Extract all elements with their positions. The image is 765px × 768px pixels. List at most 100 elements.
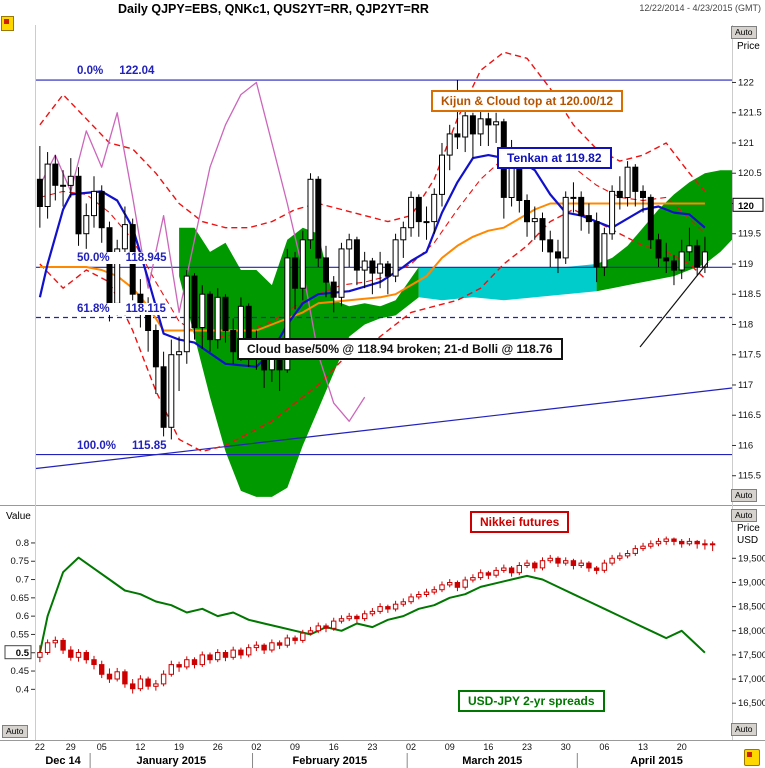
nikkei-candle-body — [400, 601, 407, 605]
price-candle-body — [183, 275, 190, 353]
fib-label-61-8: 61.8% 118.115 — [75, 302, 168, 315]
price-candle-body — [570, 196, 577, 199]
auto-scale-button-top[interactable]: Auto — [731, 26, 757, 39]
price-candle-body — [485, 118, 492, 126]
price-candle-body — [454, 133, 461, 138]
nikkei-candle-body — [508, 567, 515, 574]
nikkei-candle-body — [679, 540, 685, 545]
app-shortcut-icon-dot — [747, 752, 752, 757]
spreads-line — [38, 556, 706, 654]
auto-scale-button-top-bottom[interactable]: Auto — [731, 489, 757, 502]
fib-pct: 0.0% — [77, 65, 104, 78]
pin-icon[interactable] — [1, 16, 14, 31]
price-candle-body — [462, 115, 469, 138]
price-tick-label: 121.5 — [738, 108, 762, 119]
value-tick-label: 0.45 — [11, 666, 30, 677]
overlay-line — [39, 81, 366, 422]
price-candle-body — [446, 133, 453, 156]
usd-price-tick-label: 18,500 — [738, 602, 765, 613]
price-candle-body — [655, 239, 662, 259]
auto-scale-button-value[interactable]: Auto — [2, 725, 28, 738]
nikkei-candle-body — [253, 644, 260, 649]
price-candle-body — [207, 293, 213, 341]
nikkei-candle-body — [230, 649, 236, 658]
annotation-tenkan[interactable]: Tenkan at 119.82 — [497, 147, 612, 169]
price-candle-body — [493, 121, 500, 126]
usd-price-tick-label: 17,500 — [738, 650, 765, 661]
price-candle-body — [663, 257, 670, 262]
price-candle-body — [640, 190, 646, 198]
nikkei-candle-body — [702, 543, 708, 546]
nikkei-candle-body — [555, 557, 561, 564]
nikkei-candle-body — [315, 625, 322, 632]
nikkei-candle-body — [83, 652, 89, 661]
price-candle-body — [152, 330, 159, 368]
nikkei-candle-body — [269, 642, 275, 651]
price-candle-body — [168, 354, 175, 428]
nikkei-candle-body — [532, 562, 538, 569]
nikkei-candle-body — [470, 577, 476, 581]
price-candle-body — [91, 190, 97, 217]
nikkei-candle-body — [593, 567, 600, 571]
app-shortcut-icon[interactable] — [744, 749, 760, 766]
price-candle-body — [555, 251, 561, 259]
nikkei-candle-body — [477, 572, 484, 579]
label-usdjpy-spreads[interactable]: USD-JPY 2-yr spreads — [458, 690, 605, 712]
price-candle-body — [199, 293, 206, 329]
price-candle-body — [686, 245, 693, 253]
fib-pct: 61.8% — [77, 302, 110, 315]
month-label: March 2015 — [462, 755, 522, 767]
fib-label-100: 100.0% 115.85 — [75, 439, 169, 452]
price-candle-body — [578, 196, 585, 216]
price-candle-body — [346, 239, 353, 250]
fib-pct: 50.0% — [77, 252, 110, 265]
value-axis-label: Value — [6, 511, 31, 522]
current-value-marker-label: 0.5 — [16, 648, 30, 659]
nikkei-candle-body — [75, 652, 82, 658]
price-candle-body — [361, 260, 368, 271]
month-label: February 2015 — [293, 755, 368, 767]
nikkei-candle-body — [632, 548, 638, 554]
price-candle-body — [694, 245, 701, 268]
annotation-kijun-cloud-top[interactable]: Kijun & Cloud top at 120.00/12 — [431, 90, 624, 112]
nikkei-candle-body — [52, 639, 58, 644]
nikkei-candle-body — [547, 557, 553, 562]
price-candle-body — [36, 178, 43, 208]
value-tick-label: 0.55 — [11, 629, 30, 640]
auto-scale-button-sub-bottom[interactable]: Auto — [731, 723, 757, 736]
price-usd-axis-label-1: Price — [737, 523, 760, 534]
fib-price: 118.115 — [125, 302, 166, 315]
nikkei-candle-body — [423, 591, 430, 595]
price-tick-label: 121 — [738, 138, 754, 149]
nikkei-candle-body — [91, 659, 97, 666]
annotation-cloud-base[interactable]: Cloud base/50% @ 118.94 broken; 21-d Bol… — [237, 338, 563, 360]
nikkei-candle-body — [276, 642, 283, 646]
nikkei-candle-body — [176, 664, 182, 668]
price-candle-body — [222, 296, 229, 332]
price-candle-body — [230, 330, 237, 353]
nikkei-candle-body — [447, 582, 453, 586]
price-candle-body — [160, 366, 167, 428]
label-nikkei-futures[interactable]: Nikkei futures — [470, 511, 570, 533]
x-tick-label: 22 — [35, 742, 45, 752]
price-usd-axis-label-2: USD — [737, 535, 759, 546]
price-candle-body — [330, 281, 337, 298]
value-tick-label: 0.7 — [16, 575, 29, 586]
value-tick-label: 0.8 — [16, 538, 29, 549]
nikkei-candle-body — [323, 625, 329, 629]
price-candle-body — [384, 263, 391, 277]
nikkei-candle-body — [624, 553, 631, 557]
nikkei-candle-body — [663, 538, 669, 542]
price-tick-label: 118 — [738, 319, 753, 330]
price-candle-body — [647, 196, 654, 241]
nikkei-candle-body — [122, 671, 128, 685]
auto-scale-button-sub-top[interactable]: Auto — [731, 509, 757, 522]
price-candle-body — [547, 239, 554, 253]
x-tick-label: 09 — [445, 742, 455, 752]
price-candle-body — [678, 251, 685, 271]
nikkei-candle-body — [354, 615, 360, 620]
price-tick-label: 117.5 — [738, 350, 761, 361]
price-candle-body — [106, 227, 113, 304]
